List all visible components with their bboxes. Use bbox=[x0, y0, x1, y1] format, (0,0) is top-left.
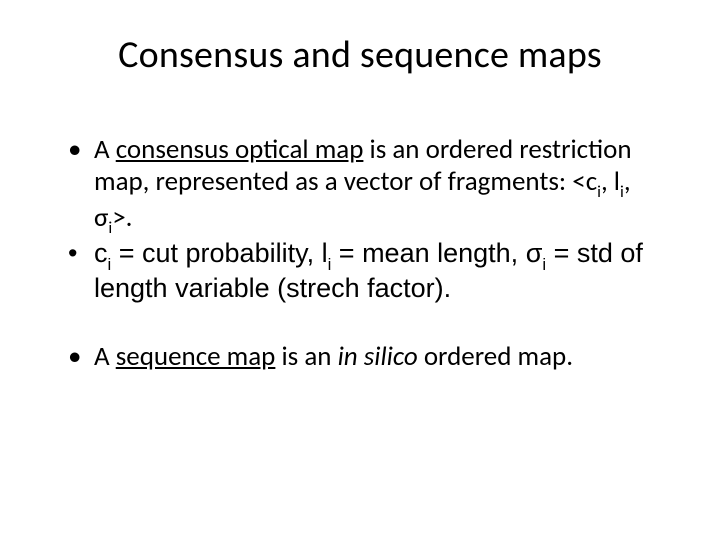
subscript: i bbox=[597, 182, 601, 202]
subscript: i bbox=[108, 218, 112, 238]
bullet-item-3: A sequence map is an in silico ordered m… bbox=[66, 341, 654, 373]
text-fragment: ordered map. bbox=[418, 340, 573, 373]
text-fragment: A bbox=[94, 133, 116, 166]
bullet-list: A consensus optical map is an ordered re… bbox=[58, 134, 662, 373]
text-fragment: is an bbox=[275, 340, 337, 373]
variable-sigma: σ bbox=[526, 238, 543, 268]
subscript: i bbox=[542, 255, 546, 274]
slide-title: Consensus and sequence maps bbox=[58, 34, 662, 78]
bullet-item-1: A consensus optical map is an ordered re… bbox=[66, 134, 654, 238]
text-fragment: = cut probability, bbox=[111, 238, 321, 268]
text-fragment: >. bbox=[112, 201, 132, 234]
text-fragment: A bbox=[94, 340, 116, 373]
italic-term-in-silico: in silico bbox=[338, 340, 418, 373]
underlined-term-sequence-map: sequence map bbox=[116, 340, 276, 373]
slide: Consensus and sequence maps A consensus … bbox=[0, 0, 720, 540]
underlined-term-consensus: consensus optical map bbox=[116, 133, 364, 166]
subscript: i bbox=[108, 255, 112, 274]
subscript: i bbox=[620, 182, 624, 202]
subscript: i bbox=[328, 255, 332, 274]
text-fragment: , l bbox=[601, 165, 620, 198]
text-fragment: = mean length, bbox=[331, 238, 525, 268]
variable-l: l bbox=[322, 238, 328, 268]
variable-c: c bbox=[94, 238, 108, 268]
bullet-item-2: ci = cut probability, li = mean length, … bbox=[66, 238, 654, 305]
